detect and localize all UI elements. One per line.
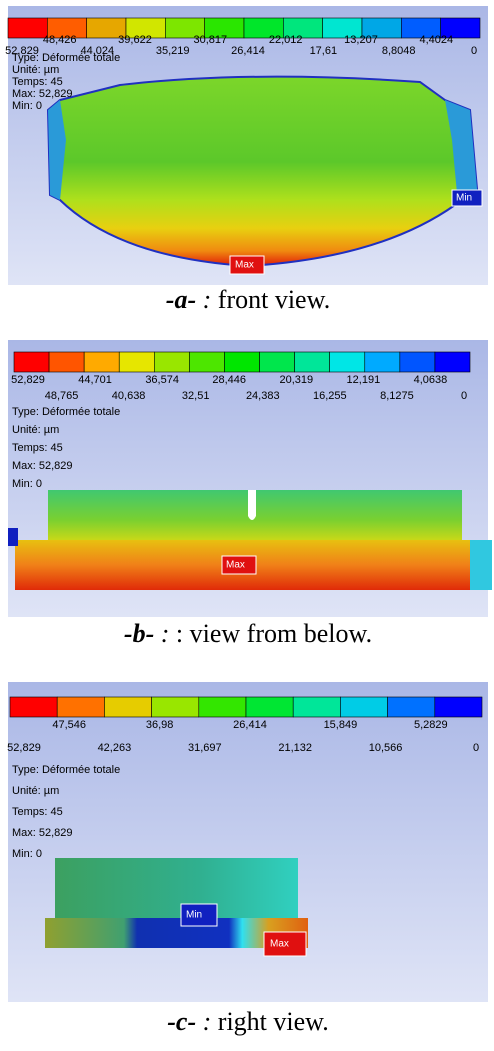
info-line: Min: 0 — [12, 848, 42, 860]
legend-label: 52,829 — [11, 374, 45, 386]
caption: -c- : right view. — [167, 1007, 329, 1036]
legend-swatch — [119, 352, 154, 372]
legend-label: 35,219 — [156, 45, 190, 57]
legend-swatch — [246, 697, 293, 717]
legend-label: 22,012 — [269, 34, 303, 46]
min-tag: Min — [186, 910, 202, 921]
info-line: Max: 52,829 — [12, 827, 73, 839]
legend-swatch — [260, 352, 295, 372]
legend-label: 28,446 — [212, 374, 246, 386]
info-line: Unité: µm — [12, 785, 59, 797]
info-line: Min: 0 — [12, 478, 42, 490]
caption-label: -c- — [167, 1007, 196, 1036]
legend-swatch — [340, 697, 387, 717]
legend-label: 42,263 — [98, 742, 132, 754]
legend-label: 36,98 — [146, 719, 174, 731]
legend-label: 0 — [473, 742, 479, 754]
legend-swatch — [330, 352, 365, 372]
info-line: Max: 52,829 — [12, 460, 73, 472]
legend-swatch — [189, 352, 224, 372]
legend-label: 20,319 — [279, 374, 313, 386]
legend-label: 10,566 — [369, 742, 403, 754]
legend-swatch — [435, 697, 482, 717]
part-upper — [55, 858, 298, 918]
legend-swatch — [152, 697, 199, 717]
legend-swatch — [388, 697, 435, 717]
max-tag: Max — [235, 260, 254, 271]
legend-label: 15,849 — [324, 719, 358, 731]
legend-label: 4,0638 — [414, 374, 448, 386]
legend-label: 5,2829 — [414, 719, 448, 731]
legend-label: 30,817 — [194, 34, 228, 46]
legend-label: 48,426 — [43, 34, 77, 46]
caption-colon: : — [203, 1007, 212, 1036]
legend-label: 36,574 — [145, 374, 179, 386]
legend-label: 47,546 — [52, 719, 86, 731]
legend-label: 39,622 — [118, 34, 152, 46]
caption-text: front view. — [218, 285, 330, 314]
info-line: Type: Déformée totale — [12, 52, 120, 64]
legend-swatch — [224, 352, 259, 372]
legend-label: 0 — [471, 45, 477, 57]
legend-label: 16,255 — [313, 390, 347, 402]
part-slot — [248, 490, 256, 520]
caption-text: : view from below. — [176, 619, 372, 648]
min-tag: Min — [456, 193, 472, 204]
legend-label: 8,8048 — [382, 45, 416, 57]
legend-swatch — [84, 352, 119, 372]
legend-label: 48,765 — [45, 390, 79, 402]
legend-swatch — [49, 352, 84, 372]
legend-label: 8,1275 — [380, 390, 414, 402]
part-end — [470, 540, 492, 590]
legend-swatch — [293, 697, 340, 717]
info-line: Temps: 45 — [12, 76, 63, 88]
legend-swatch — [295, 352, 330, 372]
caption-label: -b- — [124, 619, 154, 648]
info-line: Unité: µm — [12, 424, 59, 436]
caption-colon: : — [203, 285, 212, 314]
legend-label: 44,701 — [78, 374, 112, 386]
legend-label: 0 — [461, 390, 467, 402]
legend-swatch — [8, 18, 47, 38]
legend-swatch — [435, 352, 470, 372]
figure: Min Max -a- : front view. Max -b- : : vi… — [0, 0, 494, 1046]
legend-label: 52,829 — [7, 742, 41, 754]
min-tag-box — [8, 528, 18, 546]
max-tag: Max — [226, 560, 245, 571]
legend-label: 17,61 — [310, 45, 338, 57]
info-line: Unité: µm — [12, 64, 59, 76]
legend-swatch — [104, 697, 151, 717]
legend-label: 13,207 — [344, 34, 378, 46]
info-line: Max: 52,829 — [12, 88, 73, 100]
legend-swatch — [154, 352, 189, 372]
caption: -a- : front view. — [166, 285, 330, 314]
caption: -b- : : view from below. — [124, 619, 372, 648]
legend-swatch — [400, 352, 435, 372]
legend-swatch — [199, 697, 246, 717]
caption-label: -a- — [166, 285, 196, 314]
legend-swatch — [10, 697, 57, 717]
legend-label: 12,191 — [347, 374, 381, 386]
caption-text: right view. — [218, 1007, 329, 1036]
info-line: Temps: 45 — [12, 442, 63, 454]
legend-swatch — [14, 352, 49, 372]
legend-label: 21,132 — [278, 742, 312, 754]
legend-label: 4,4024 — [420, 34, 454, 46]
legend-swatch — [57, 697, 104, 717]
caption-colon: : — [161, 619, 170, 648]
legend-label: 26,414 — [233, 719, 267, 731]
info-line: Temps: 45 — [12, 806, 63, 818]
info-line: Type: Déformée totale — [12, 764, 120, 776]
max-tag: Max — [270, 939, 289, 950]
legend-label: 24,383 — [246, 390, 280, 402]
info-line: Min: 0 — [12, 100, 42, 112]
legend-label: 26,414 — [231, 45, 265, 57]
legend-label: 32,51 — [182, 390, 210, 402]
page: Min Max -a- : front view. Max -b- : : vi… — [0, 0, 494, 1046]
legend-label: 40,638 — [112, 390, 146, 402]
legend-label: 31,697 — [188, 742, 222, 754]
legend-swatch — [365, 352, 400, 372]
info-line: Type: Déformée totale — [12, 406, 120, 418]
